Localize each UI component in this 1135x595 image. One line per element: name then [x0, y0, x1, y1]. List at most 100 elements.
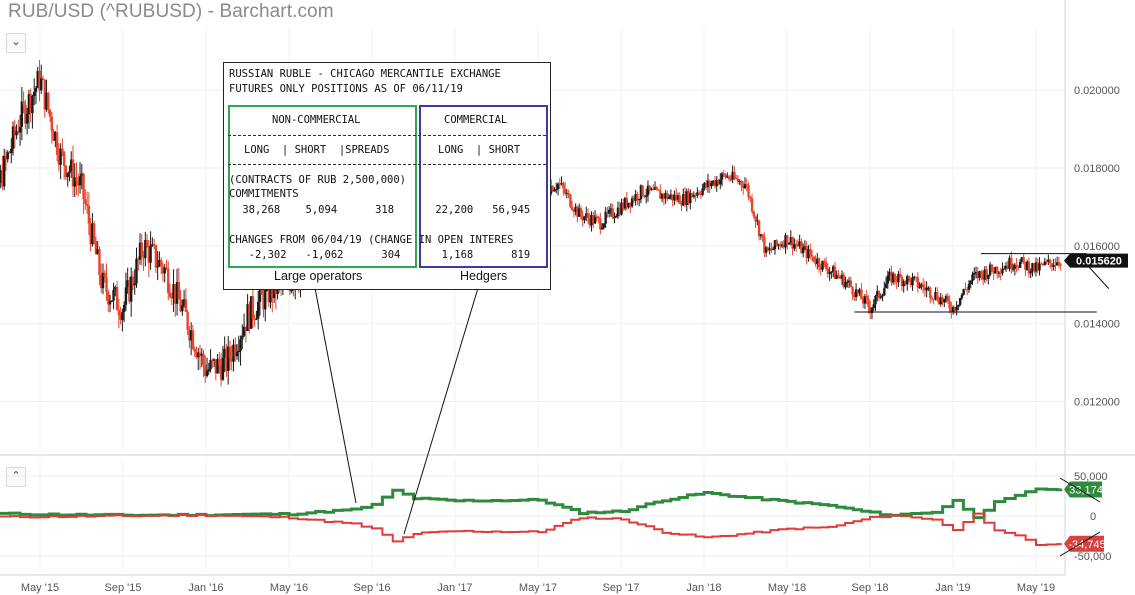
candle-body: [634, 194, 637, 201]
candle-body: [937, 300, 941, 305]
candle-body: [1031, 263, 1034, 272]
candle-body: [163, 267, 166, 274]
candle-body: [703, 182, 706, 189]
candle-body: [1, 170, 4, 187]
y-tick-label: 0.020000: [1074, 85, 1120, 97]
candle-body: [45, 92, 48, 110]
candle-body: [267, 279, 270, 303]
candle-body: [54, 132, 57, 141]
noncommercial-group-frame: [228, 105, 417, 268]
candle-body: [863, 296, 867, 304]
candle-body: [948, 301, 951, 309]
candle-body: [921, 284, 925, 288]
candle-body: [174, 284, 177, 304]
commitments-commercial: 22,200 56,945: [429, 204, 531, 216]
candle-body: [641, 185, 644, 196]
candle-body: [876, 291, 879, 296]
y-tick-label: 0.012000: [1074, 396, 1120, 408]
candle-body: [48, 109, 52, 117]
candle-body: [757, 220, 761, 237]
x-tick-label: Jan '16: [188, 582, 223, 594]
candle-body: [819, 267, 823, 270]
candle-body: [636, 194, 639, 201]
candle-body: [41, 78, 45, 80]
candle-body: [232, 344, 235, 362]
candle-body: [181, 305, 184, 312]
x-tick-label: Jan '17: [437, 582, 472, 594]
candle-body: [994, 267, 997, 274]
candle-body: [149, 245, 152, 263]
candle-body: [159, 259, 163, 267]
candle-body: [101, 272, 105, 289]
candle-body: [909, 278, 912, 286]
candle-body: [228, 346, 232, 358]
candle-body: [879, 296, 882, 298]
candle-body: [1054, 264, 1057, 266]
candle-body: [830, 271, 833, 273]
candle-body: [646, 185, 650, 196]
candle-body: [664, 192, 667, 199]
candle-body: [103, 272, 106, 278]
candle-body: [858, 289, 861, 294]
candle-body: [1004, 265, 1008, 269]
candle-body: [1017, 266, 1020, 268]
candle-body: [685, 191, 688, 205]
candle-body: [244, 326, 248, 331]
candle-body: [706, 180, 710, 188]
candle-body: [687, 191, 690, 204]
chevron-down-icon[interactable]: ⌄: [6, 33, 26, 53]
candle-body: [129, 276, 133, 302]
candle-body: [914, 276, 918, 278]
candle-body: [71, 159, 75, 187]
candle-body: [11, 126, 15, 149]
candle-body: [779, 244, 782, 247]
candle-body: [966, 289, 969, 291]
candle-body: [1025, 261, 1029, 270]
candle-body: [759, 234, 763, 237]
candle-body: [849, 280, 853, 287]
candle-body: [165, 267, 168, 269]
x-tick-label: Jan '19: [935, 582, 970, 594]
candle-body: [895, 280, 898, 283]
candle-body: [708, 180, 711, 187]
x-tick-label: May '16: [270, 582, 308, 594]
candle-body: [119, 315, 122, 321]
candle-body: [112, 289, 115, 301]
candle-body: [558, 183, 561, 185]
candle-body: [648, 185, 651, 191]
candle-body: [94, 241, 98, 255]
candle-body: [727, 176, 731, 180]
candle-body: [177, 282, 181, 300]
changes-noncommercial: -2,302 -1,062 304: [236, 249, 401, 261]
candle-body: [135, 258, 138, 284]
candle-body: [650, 188, 653, 191]
candle-body: [569, 194, 572, 207]
candle-body: [817, 258, 821, 268]
candle-body: [0, 170, 2, 183]
candle-body: [1047, 259, 1050, 262]
candle-body: [902, 281, 905, 287]
candle-body: [36, 70, 39, 88]
candle-body: [854, 289, 858, 298]
candle-body: [91, 223, 94, 245]
candle-body: [1033, 263, 1036, 272]
candle-body: [944, 296, 948, 300]
candle-body: [70, 159, 73, 172]
candle-body: [934, 291, 937, 299]
candle-body: [80, 173, 84, 177]
candle-body: [840, 274, 844, 279]
candle-body: [105, 277, 108, 293]
candle-body: [604, 211, 607, 224]
candle-body: [168, 293, 172, 297]
candle-body: [10, 148, 13, 154]
candle-body: [179, 299, 182, 312]
candle-body: [1008, 257, 1011, 269]
noncommercial-columns: LONG | SHORT |SPREADS: [244, 144, 390, 156]
candle-body: [807, 248, 810, 259]
candle-body: [724, 174, 727, 178]
candle-body: [867, 299, 870, 307]
cot-line-1: RUSSIAN RUBLE - CHICAGO MERCANTILE EXCHA…: [229, 68, 501, 80]
large-operators-pointer: [314, 287, 357, 504]
candle-body: [805, 246, 808, 259]
candle-body: [860, 289, 863, 300]
